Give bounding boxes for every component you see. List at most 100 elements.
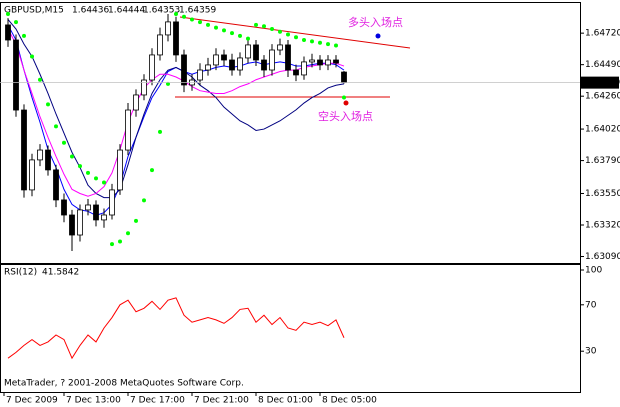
candle-body (149, 54, 155, 81)
sar-dot (310, 39, 314, 44)
y-tick-label: 1.64720 (585, 29, 620, 39)
candle-body (141, 79, 147, 96)
candle-body (77, 209, 83, 236)
y-tick-label: 1.63790 (585, 156, 620, 166)
sar-dot (158, 129, 162, 134)
candle-body (37, 149, 43, 161)
sar-dot (326, 42, 330, 47)
header-low: 1.64353 (143, 6, 180, 16)
candle-body (285, 44, 291, 71)
sar-dot (246, 36, 250, 41)
candle-body (197, 69, 203, 81)
sar-dot (270, 27, 274, 32)
candle-body (93, 204, 99, 221)
sar-dot (14, 20, 18, 25)
sar-dot (118, 239, 122, 244)
y-tick-label: 70 (585, 300, 597, 310)
candle-body (85, 204, 91, 211)
x-tick-label: 8 Dec 05:00 (322, 396, 377, 406)
sar-dot (30, 54, 34, 59)
candle-body (277, 44, 283, 51)
candle-body (13, 39, 19, 111)
sar-dot (22, 33, 26, 38)
sar-dot (214, 25, 218, 30)
sar-dot (110, 242, 114, 247)
sar-dot (6, 11, 10, 16)
candle-body (293, 69, 299, 76)
sar-dot (334, 43, 338, 48)
sar-dot (54, 124, 58, 129)
candle-body (53, 169, 59, 201)
sar-dot (142, 198, 146, 203)
candle-body (109, 189, 115, 216)
sar-dot (190, 17, 194, 22)
x-tick-label: 7 Dec 13:00 (66, 396, 121, 406)
sar-dot (206, 22, 210, 27)
x-tick-label: 7 Dec 2009 (6, 396, 58, 406)
sar-dot (302, 38, 306, 42)
sar-dot (238, 33, 242, 38)
short-entry-dot (343, 100, 349, 106)
trend-line (179, 16, 411, 49)
y-tick-label: 1.64260 (585, 92, 620, 102)
sar-dot (46, 102, 50, 107)
sar-dot (278, 29, 282, 34)
candle-body (5, 24, 11, 41)
y-tick-label: 1.63550 (585, 189, 620, 199)
chart-title: GBPUSD,M15 (4, 6, 64, 16)
header-open: 1.64436 (72, 6, 109, 16)
candle-body (213, 54, 219, 66)
candle-body (61, 199, 67, 216)
candle-body (125, 109, 131, 151)
rsi-last: 41.5842 (42, 268, 79, 278)
candle-body (29, 159, 35, 191)
sar-dot (294, 35, 298, 40)
candle-body (221, 54, 227, 61)
candle-body (229, 59, 235, 71)
candle-body (317, 59, 323, 66)
sar-dot (38, 77, 42, 82)
sar-dot (134, 218, 138, 223)
sar-dot (262, 24, 266, 29)
current-price-label: 1.64359 (583, 78, 620, 88)
candle-body (301, 61, 307, 76)
sar-dot (174, 11, 178, 16)
sar-dot (182, 14, 186, 19)
sar-dot (198, 20, 202, 25)
candle-body (45, 149, 51, 171)
sar-dot (318, 40, 322, 45)
y-tick-label: 100 (585, 266, 602, 276)
candle-body (101, 214, 107, 221)
sar-dot (102, 180, 106, 185)
candle-body (133, 94, 139, 111)
candle-body (333, 59, 339, 64)
header-close: 1.64359 (179, 6, 216, 16)
y-tick-label: 1.64490 (585, 60, 620, 70)
header-high: 1.64444 (108, 6, 145, 16)
candle-body (173, 21, 179, 56)
sar-dot (78, 164, 82, 169)
candle-body (117, 149, 123, 191)
main-pane (0, 2, 581, 264)
long-entry-dot (375, 33, 381, 39)
sar-dot (254, 22, 258, 27)
y-tick-label: 1.64020 (585, 125, 620, 135)
footer: MetaTrader, ? 2001-2008 MetaQuotes Softw… (4, 379, 244, 389)
candle-body (341, 71, 347, 84)
sar-dot (222, 28, 226, 33)
candle-body (205, 64, 211, 71)
y-tick-label: 1.63320 (585, 221, 620, 231)
candle-body (261, 59, 267, 71)
candle-body (69, 214, 75, 236)
candle-body (21, 109, 27, 191)
y-tick-label: 1.63090 (585, 252, 620, 262)
candle-body (253, 44, 259, 61)
sar-dot (70, 154, 74, 159)
candle-body (309, 59, 315, 63)
sar-dot (230, 31, 234, 36)
sar-dot (86, 170, 90, 175)
candle-body (245, 44, 251, 59)
x-tick-label: 8 Dec 01:00 (258, 396, 313, 406)
